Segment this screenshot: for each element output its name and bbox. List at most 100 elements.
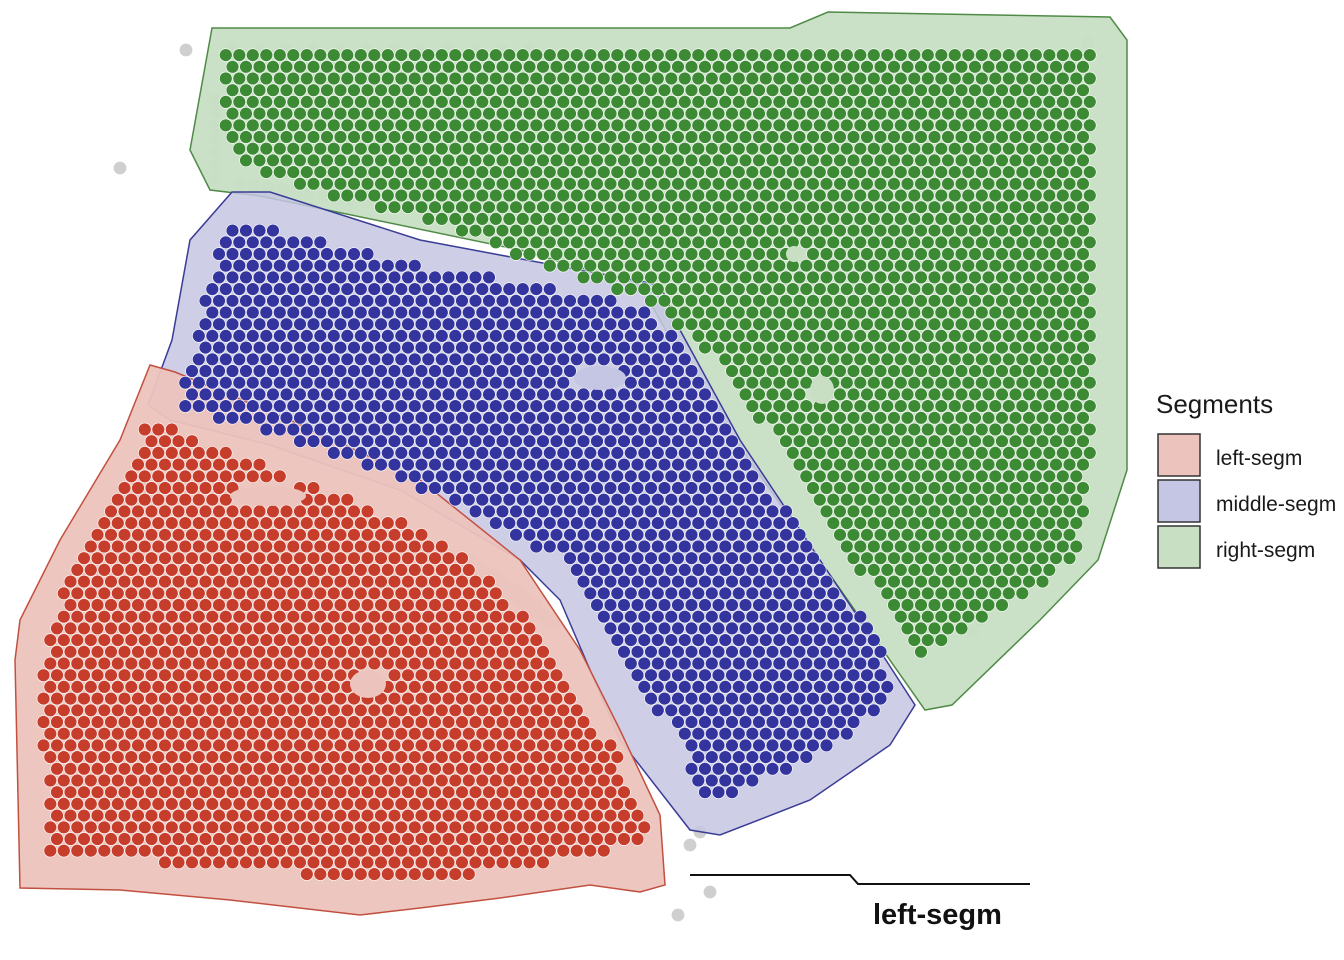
spot-left [90,738,105,753]
spot-right [394,95,408,109]
spot-right [873,551,888,565]
spot-middle [637,305,651,320]
spot-right [617,130,631,144]
spot-right [927,598,942,612]
spot-left [387,668,402,682]
spot-right [792,200,807,214]
spot-left [97,703,112,717]
spot-left [36,691,51,706]
spot-right [867,142,881,156]
spot-right [981,153,996,168]
spot-right [1002,469,1016,483]
spot-left [225,715,240,729]
spot-left [205,446,220,460]
spot-left [293,551,307,565]
spot-left [198,715,213,729]
spot-right [354,71,368,86]
spot-right [988,142,1002,156]
spot-right [556,118,570,133]
spot-left [482,668,496,682]
spot-left [489,797,503,811]
spot-right [786,352,800,366]
spot-right [900,528,915,542]
spot-middle [495,481,510,495]
spot-right [759,71,773,86]
spot-right [813,305,827,320]
spot-right [1069,352,1084,366]
spot-middle [340,376,354,390]
spot-right [759,352,773,366]
spot-left [603,832,618,846]
spot-right [1002,95,1016,109]
spot-middle [705,656,719,671]
spot-right [725,83,739,97]
spot-middle [252,340,267,355]
spot-right [880,516,894,530]
spot-middle [421,422,435,437]
spot-middle [813,680,827,694]
spot-middle [570,469,584,483]
spot-middle [732,633,746,647]
spot-right [1008,434,1023,448]
spot-left [374,738,388,753]
spot-left [279,645,294,659]
spot-middle [671,364,685,378]
spot-right [826,422,840,437]
spot-left [84,633,98,647]
spot-middle [340,282,354,296]
spot-left [367,797,381,811]
spot-middle [819,621,834,636]
spot-right [975,329,989,343]
spot-middle [198,387,213,402]
spot-middle [293,411,307,425]
spot-middle [360,270,375,285]
spot-middle [759,750,773,764]
spot-right [995,294,1009,308]
spot-left [300,773,314,788]
spot-middle [408,352,422,366]
spot-left [597,750,611,764]
spot-left [252,715,267,729]
spot-middle [381,329,395,343]
spot-middle [691,446,705,460]
spot-middle [333,270,348,285]
spot-middle [718,750,732,764]
spot-right [435,165,449,179]
spot-middle [286,376,300,390]
spot-right [772,165,786,179]
spot-right [752,294,766,308]
spot-right [624,235,638,250]
spot-middle [367,446,381,460]
spot-middle [421,352,435,366]
spot-middle [286,282,300,296]
spot-right [1035,106,1050,121]
spot-left [70,820,85,834]
spot-left [232,726,247,741]
spot-left [158,808,172,823]
spot-left [590,808,604,823]
spot-left [151,446,166,460]
spot-middle [516,446,530,460]
spot-right [435,48,449,62]
spot-middle [549,504,564,519]
spot-left [185,457,199,472]
spot-left [421,867,435,881]
spot-right [644,153,658,168]
spot-left [421,586,435,600]
spot-left [279,832,294,846]
spot-right [725,223,739,238]
spot-right [570,235,584,250]
spot-right [475,212,489,226]
spot-right [279,153,294,168]
spot-middle [475,399,489,413]
spot-middle [711,691,726,706]
spot-right [482,177,496,191]
spot-left [90,668,105,682]
spot-middle [711,738,726,753]
spot-right [1083,399,1097,413]
spot-middle [651,703,665,717]
spot-middle [273,399,287,413]
spot-middle [597,422,611,437]
spot-right [610,282,624,296]
